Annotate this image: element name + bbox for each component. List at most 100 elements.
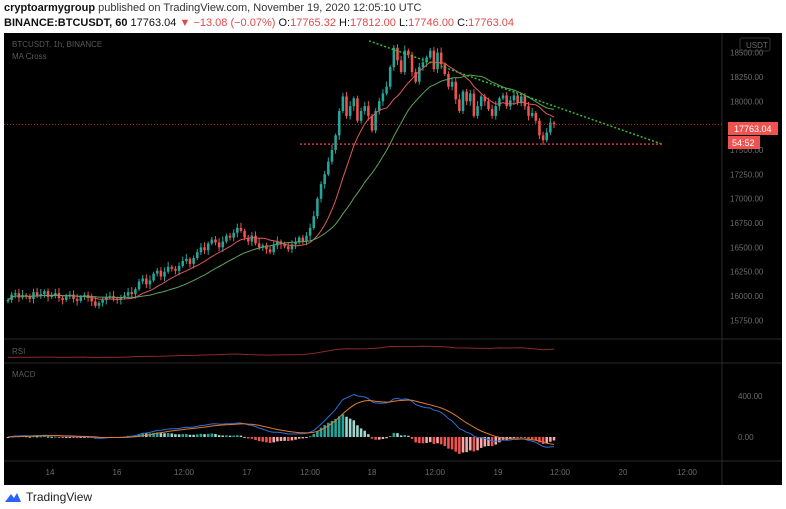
macd-histogram-bar [367,434,370,437]
chart-area[interactable]: 18500.0018250.0018000.0017750.0017500.00… [4,33,782,485]
macd-histogram-bar [246,437,250,439]
candle-body [254,235,257,244]
candle-body [159,270,163,277]
macd-histogram-bar [428,437,432,443]
indicator-label: MA Cross [12,52,47,61]
macd-histogram-bar [476,437,479,451]
candle-body [418,67,421,82]
macd-histogram-bar [148,433,152,437]
macd-histogram-bar [516,437,519,438]
countdown-badge-text: 54:52 [732,138,755,148]
macd-histogram-bar [454,437,457,452]
candle-body [294,242,297,245]
y-tick-label: 18250.00 [730,73,764,82]
macd-histogram-bar [498,437,501,443]
macd-histogram-bar [188,434,192,437]
macd-histogram-bar [287,437,290,442]
candle-body [345,96,348,116]
author-name[interactable]: cryptoarmygroup [4,2,96,14]
macd-histogram-bar [43,436,46,438]
macd-histogram-bar [225,435,228,437]
open-label: O: [278,17,291,29]
close-label: C: [457,17,469,29]
macd-histogram-bar [250,437,254,439]
macd-histogram-bar [214,433,217,437]
macd-histogram-bar [181,434,184,437]
candle-body [50,295,53,298]
y-tick-label: 17500.00 [730,146,764,155]
macd-histogram-bar [217,435,221,437]
macd-histogram-bar [152,432,155,437]
candle-body [461,91,465,112]
candle-body [516,95,519,104]
candle-body [17,293,21,298]
macd-histogram-bar [141,433,144,437]
candle-body [137,281,141,290]
candle-body [301,237,305,242]
macd-histogram-bar [159,433,163,437]
macd-histogram-bar [443,437,447,447]
macd-histogram-bar [374,437,377,440]
macd-histogram-bar [370,437,374,439]
candle-body [265,245,268,250]
macd-histogram-bar [290,437,294,441]
tradingview-brand[interactable]: TradingView [26,490,93,504]
candle-body [225,235,228,242]
publish-header: cryptoarmygroup published on TradingView… [0,0,786,32]
candle-body [28,296,32,299]
candle-body [43,291,46,295]
candle-body [399,60,403,73]
candle-body [538,120,541,136]
currency-badge-frame[interactable] [739,37,771,52]
macd-histogram-bar [83,437,86,438]
candle-body [454,81,457,100]
candle-body [319,184,323,199]
last-price-badge-text: 17763.04 [734,124,772,134]
candle-body [407,50,410,55]
candle-body [305,235,308,242]
macd-histogram-bar [388,436,392,438]
macd-histogram-bar [279,437,283,442]
ohlc-legend: BINANCE:BTCUSDT, 60 17763.04 ▼ −13.08 (−… [4,17,514,29]
candle-body [54,293,57,296]
signal-line [7,399,555,445]
candle-body [359,111,363,121]
candle-body [498,98,501,107]
price-pane: 18500.0018250.0018000.0017750.0017500.00… [4,33,782,485]
chart-svg[interactable]: 18500.0018250.0018000.0017750.0017500.00… [4,33,782,485]
candle-body [185,259,188,261]
candle-body [163,271,166,277]
candle-body [276,241,279,246]
macd-histogram-bar [385,437,388,439]
candle-body [330,149,334,162]
candle-body [403,50,407,73]
candle-body [257,243,261,248]
macd-histogram-bar [407,435,410,437]
candle-body [181,260,184,266]
tradingview-logo-icon[interactable] [4,491,22,503]
macd-histogram-bar [316,430,319,437]
macd-histogram-bar [192,434,195,437]
macd-histogram-bar [35,436,39,438]
candle-body [268,249,272,253]
candle-body [312,216,316,228]
currency-badge[interactable]: USDT [746,41,768,50]
candle-body [308,227,312,236]
macd-histogram-bar [323,425,326,437]
candle-body [512,95,516,101]
rsi-line [7,345,555,359]
candle-body [170,266,174,269]
macd-histogram-bar [436,437,439,444]
x-tick-label: 16 [113,468,122,477]
y-tick-label: 16500.00 [730,243,764,252]
candle-body [101,299,104,303]
macd-histogram-bar [458,437,461,454]
macd-histogram-bar [57,437,61,438]
macd-histogram-bar [64,437,68,438]
candle-body [501,95,505,99]
macd-histogram-bar [221,435,225,437]
macd-histogram-bar [79,437,83,438]
macd-histogram-bar [359,428,363,437]
macd-histogram-bar [28,436,32,438]
macd-histogram-bar [490,437,494,447]
